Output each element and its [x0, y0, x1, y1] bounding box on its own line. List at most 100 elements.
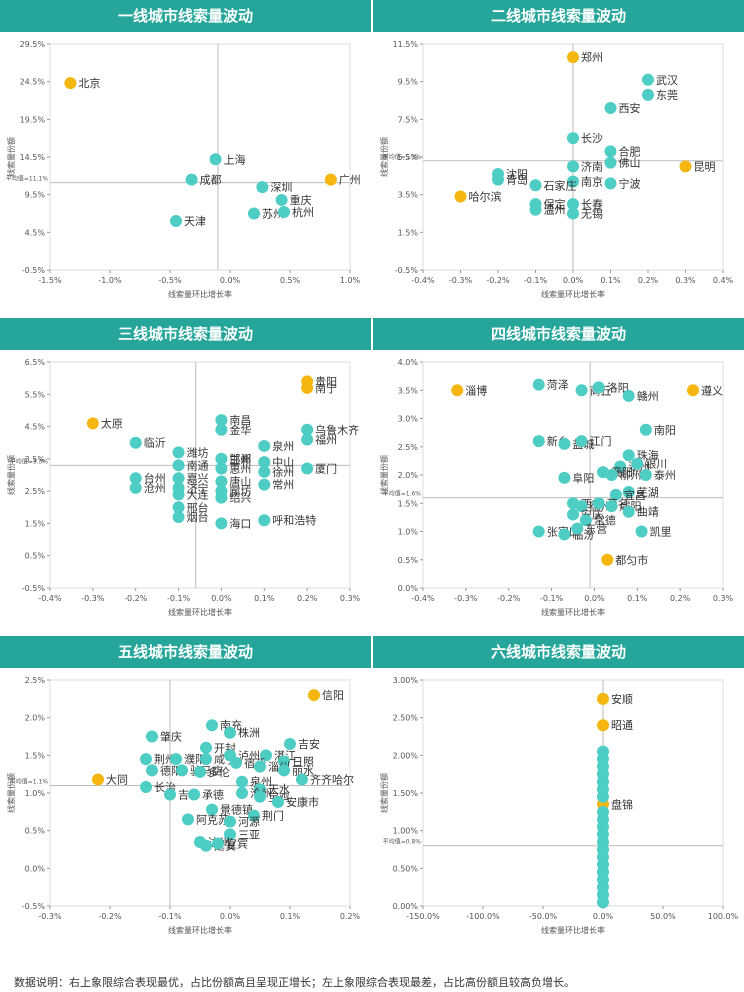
data-point: [601, 553, 614, 566]
plot-area: [49, 679, 351, 907]
x-tick-label: 0.1%: [254, 594, 275, 603]
avg-label: 平均值=1.1%: [10, 777, 49, 785]
data-point: [86, 417, 99, 430]
data-point: [215, 414, 228, 427]
y-tick-label: 4.5%: [25, 228, 46, 237]
data-point: [284, 738, 296, 751]
point-label: 绍兴: [229, 491, 251, 505]
x-tick-label: -0.2%: [124, 594, 148, 603]
point-label: 濮阳: [184, 752, 206, 766]
point-label: 大连: [187, 487, 209, 501]
point-label: 重庆: [290, 193, 312, 207]
x-tick-label: -0.3%: [81, 594, 105, 603]
x-tick-label: 0.4%: [713, 276, 734, 285]
data-point: [622, 389, 635, 402]
point-label: 南昌: [229, 414, 251, 427]
y-tick-label: 1.5%: [398, 228, 419, 237]
data-point: [301, 423, 314, 436]
point-label: 南宁: [315, 381, 337, 395]
y-tick-label: 0.0%: [398, 584, 419, 593]
point-label: 宁波: [619, 176, 641, 190]
chart-panel-tier6: 六线城市线索量波动 0.00% 0.50% 1.00% 1.50% 2.00% 2.50%…: [373, 636, 744, 952]
y-axis-label: 线索量份额: [6, 137, 16, 177]
point-label: 杭州: [292, 205, 314, 219]
point-label: 西安: [619, 101, 641, 115]
x-axis-label: 线索量环比增长率: [168, 925, 232, 935]
point-label: 凯里: [650, 526, 672, 539]
data-point: [604, 145, 617, 158]
x-tick-label: 0.1%: [627, 594, 648, 603]
x-tick-label: 0.2%: [670, 594, 691, 603]
y-tick-label: 4.0%: [398, 358, 419, 367]
data-point: [215, 491, 228, 504]
chart-panel-tier2: 二线城市线索量波动 -0.5% 1.5% 3.5% 5.5% 7.5% 9.5% 11.5%…: [373, 0, 744, 316]
data-point: [532, 525, 545, 538]
x-axis-label: 线索量环比增长率: [541, 607, 605, 617]
data-point: [579, 514, 592, 527]
data-point: [278, 205, 290, 218]
data-point: [146, 764, 158, 777]
point-label: 昆明: [694, 160, 716, 173]
y-tick-label: 0.5%: [25, 552, 46, 561]
data-point: [215, 452, 228, 465]
x-tick-label: -150.0%: [406, 912, 440, 921]
data-point: [532, 435, 545, 448]
data-point: [605, 469, 618, 481]
point-label: 菏泽: [547, 379, 569, 392]
y-tick-label: 0.0%: [25, 864, 46, 873]
x-tick-label: 50.0%: [650, 912, 676, 921]
data-point: [604, 177, 617, 190]
plot-area: [422, 679, 724, 907]
data-point: [215, 462, 228, 475]
point-label: 肇庆: [160, 730, 182, 744]
x-tick-label: -0.2%: [486, 276, 510, 285]
y-tick-label: 2.00%: [393, 751, 419, 760]
point-label: 吉安: [298, 737, 320, 751]
point-label: 上海: [224, 152, 246, 166]
point-label: 多伦: [208, 765, 230, 779]
point-label: 武汉: [656, 74, 678, 87]
point-label: 成都: [200, 174, 222, 187]
y-tick-label: 29.5%: [20, 40, 46, 49]
point-label: 齐齐哈尔: [310, 772, 354, 786]
y-tick-label: 1.00%: [393, 827, 419, 836]
data-point: [597, 719, 609, 732]
x-axis-label: 线索量环比增长率: [541, 925, 605, 935]
y-tick-label: 2.0%: [398, 471, 419, 480]
point-label: 丽水: [292, 764, 314, 777]
data-point: [529, 203, 542, 216]
avg-label: 平均值=0.8%: [383, 838, 422, 846]
x-tick-label: 0.2%: [340, 912, 361, 921]
point-label: 沈阳: [506, 167, 528, 181]
x-tick-label: -50.0%: [529, 912, 558, 921]
chart-title: 三线城市线索量波动: [0, 318, 371, 350]
x-tick-label: 0.3%: [713, 594, 734, 603]
point-label: 日照: [292, 755, 314, 768]
data-point: [567, 175, 579, 188]
data-point: [275, 193, 288, 206]
x-tick-label: -1.5%: [38, 276, 62, 285]
avg-label: 平均值=1.6%: [383, 490, 422, 498]
point-label: 大同: [106, 772, 128, 786]
y-tick-label: 1.0%: [398, 528, 419, 537]
y-tick-label: 4.5%: [25, 423, 46, 432]
data-point: [209, 153, 222, 166]
chart-panel-tier1: 一线城市线索量波动 -0.5% 4.5% 9.5% 14.5% 19.5% 24.5% 29…: [0, 0, 371, 316]
point-label: 临沂: [144, 436, 166, 450]
x-tick-label: -0.2%: [98, 912, 122, 921]
point-label: 珠海: [637, 448, 659, 462]
point-label: 金华: [229, 423, 251, 437]
y-tick-label: 3.00%: [393, 676, 419, 685]
data-point: [278, 755, 290, 768]
data-point: [236, 787, 248, 799]
y-tick-label: 3.5%: [398, 386, 419, 395]
data-point: [278, 764, 290, 777]
data-point: [185, 173, 198, 186]
chart-title: 五线城市线索量波动: [0, 636, 371, 668]
x-tick-label: -0.5%: [158, 276, 182, 285]
point-label: 北京: [78, 76, 100, 90]
data-point: [575, 384, 588, 397]
data-point: [454, 190, 467, 203]
y-tick-label: 7.5%: [398, 115, 419, 124]
point-label: 德阳: [160, 763, 182, 777]
